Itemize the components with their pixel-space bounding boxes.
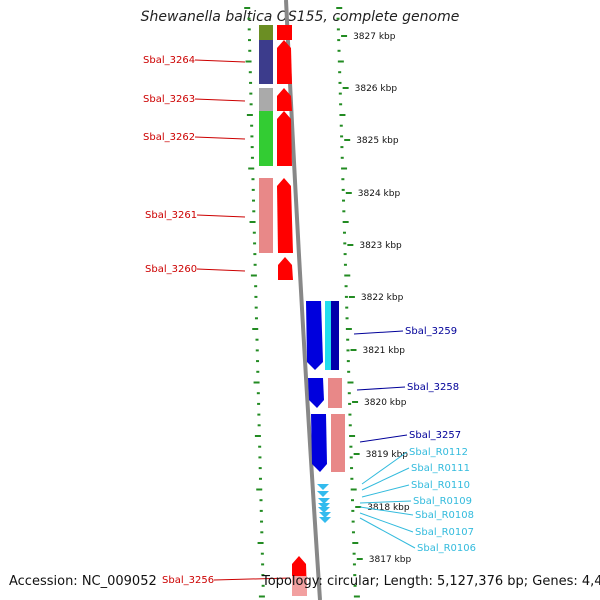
kbp-tick-label: 3821 kbp: [363, 346, 406, 356]
gene-arrow: [277, 111, 292, 166]
rna-gene-label: Sbal_R0109: [413, 496, 472, 507]
kbp-tick-label: 3827 kbp: [353, 32, 396, 42]
leader-line: [361, 484, 410, 498]
cog-block: [331, 301, 339, 370]
leader-line: [194, 136, 246, 140]
cog-block: [259, 111, 273, 166]
leader-line: [196, 214, 246, 218]
kbp-tick-label: 3822 kbp: [361, 293, 404, 303]
cog-block: [259, 88, 273, 111]
leader-line: [359, 512, 414, 533]
gene-label-right: Sbal_3258: [407, 382, 459, 393]
gene-label-left: Sbal_3263: [143, 94, 195, 105]
gene-labels: Sbal_3264 Sbal_3263 Sbal_3262 Sbal_3261 Sbal…: [143, 55, 476, 586]
leader-line: [356, 386, 406, 391]
leader-line: [359, 517, 416, 549]
kbp-tick-label: 3819 kbp: [366, 450, 409, 460]
gene-label-right: Sbal_3257: [409, 430, 461, 441]
gene-label-left: Sbal_3256: [162, 575, 214, 586]
gene-arrow: [308, 378, 324, 408]
accession-text: Accession: NC_009052: [9, 574, 157, 589]
kbp-tick-label: 3817 kbp: [369, 555, 412, 565]
gene-arrow: [278, 257, 293, 280]
leader-line: [194, 98, 246, 102]
cog-block: [328, 378, 342, 408]
gene-label-right: Sbal_3259: [405, 326, 457, 337]
cog-block: [259, 40, 273, 84]
gene-arrow: [277, 178, 293, 253]
gene-label-left: Sbal_3264: [143, 55, 195, 66]
kbp-tick-label: 3820 kbp: [364, 398, 407, 408]
cog-block: [292, 576, 307, 596]
gene-label-left: Sbal_3260: [145, 264, 197, 275]
leader-line: [213, 577, 291, 581]
leader-line: [361, 451, 408, 485]
gene-arrow: [277, 25, 292, 40]
gene-arrow: [277, 88, 292, 111]
gene-arrow: [277, 40, 292, 84]
kbp-tick-label: 3825 kbp: [356, 136, 399, 146]
right-tick-marks: [336, 7, 360, 598]
gene-label-left: Sbal_3261: [145, 210, 197, 221]
cog-block: [259, 178, 273, 253]
kbp-tick-label: 3826 kbp: [355, 84, 398, 94]
leader-line: [361, 467, 410, 491]
gene-arrow: [306, 301, 323, 370]
map-title: Shewanella baltica OS155, complete genom…: [140, 9, 460, 25]
rna-gene-label: Sbal_R0111: [411, 463, 470, 474]
rna-gene-markers: [317, 484, 331, 523]
leader-line: [196, 268, 246, 272]
leader-line: [194, 59, 246, 63]
rna-gene-label: Sbal_R0110: [411, 480, 470, 491]
gene-arrow: [311, 414, 327, 472]
left-tick-marks: [244, 7, 265, 598]
leader-line: [359, 434, 408, 443]
rna-gene-label: Sbal_R0107: [415, 527, 474, 538]
genome-backbone: [284, 0, 322, 600]
rna-gene-label: Sbal_R0106: [417, 543, 476, 554]
rna-gene-label: Sbal_R0108: [415, 510, 474, 521]
leader-line: [353, 330, 404, 335]
leader-line: [359, 500, 412, 504]
kbp-ticks: 3827 kbp 3826 kbp 3825 kbp 3824 kbp 3823 kbp…: [341, 32, 411, 565]
cog-block: [259, 25, 273, 40]
topology-text: Topology: circular; Length: 5,127,376 bp…: [262, 574, 600, 589]
kbp-tick-label: 3824 kbp: [358, 189, 401, 199]
kbp-tick-label: 3823 kbp: [359, 241, 402, 251]
leader-line: [359, 506, 414, 516]
cog-block: [325, 301, 331, 370]
cog-block: [331, 414, 345, 472]
gene-label-left: Sbal_3262: [143, 132, 195, 143]
rna-gene-label: Sbal_R0112: [409, 447, 468, 458]
kbp-tick-label: 3818 kbp: [367, 503, 410, 513]
